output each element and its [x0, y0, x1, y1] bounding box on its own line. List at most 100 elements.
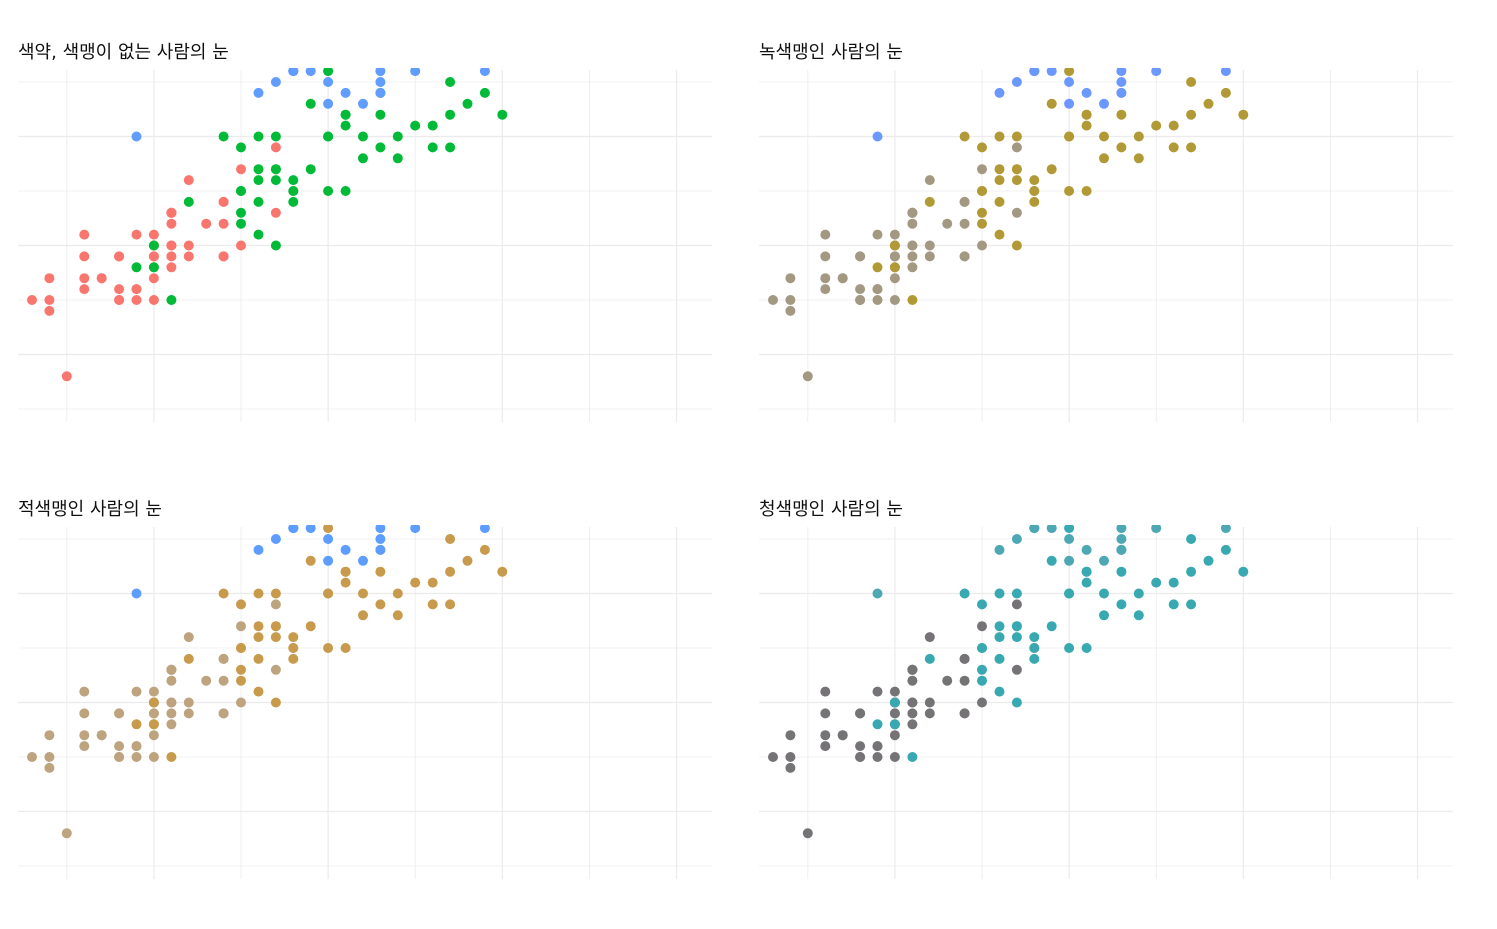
data-point	[977, 697, 987, 708]
data-point	[959, 675, 970, 686]
data-point	[889, 273, 900, 284]
data-point	[392, 610, 403, 621]
data-point	[305, 164, 316, 175]
data-point	[183, 708, 194, 719]
data-point	[1046, 68, 1057, 77]
data-point	[236, 186, 246, 196]
data-point	[148, 273, 159, 284]
data-point	[253, 175, 264, 186]
data-point	[977, 675, 987, 686]
data-point	[889, 752, 900, 762]
data-point	[270, 142, 281, 153]
data-point	[1116, 534, 1127, 544]
data-point	[994, 131, 1005, 142]
data-point	[1011, 77, 1022, 87]
data-point	[907, 295, 918, 305]
data-point	[1238, 109, 1249, 120]
data-point	[236, 599, 246, 610]
data-point	[236, 621, 246, 632]
data-point	[288, 632, 299, 643]
data-point	[340, 544, 351, 555]
data-point	[1168, 577, 1179, 588]
data-point	[994, 87, 1005, 98]
panel-deuteranopia: 녹색맹인 사람의 눈	[759, 38, 1479, 458]
data-point	[375, 77, 386, 87]
data-point	[270, 534, 281, 544]
data-point	[820, 686, 831, 697]
data-point	[872, 229, 883, 240]
data-point	[907, 218, 918, 229]
data-point	[148, 686, 159, 697]
data-point	[1064, 555, 1075, 566]
data-point	[907, 664, 918, 675]
data-point	[148, 229, 159, 240]
data-point	[977, 186, 987, 196]
data-point	[253, 653, 264, 664]
data-point	[907, 697, 918, 708]
data-point	[479, 87, 490, 98]
data-point	[131, 131, 142, 142]
data-point	[358, 98, 368, 109]
data-point	[340, 109, 351, 120]
data-point	[785, 305, 796, 316]
data-point	[236, 664, 246, 675]
data-point	[872, 295, 883, 305]
data-point	[148, 697, 159, 708]
data-point	[1116, 77, 1127, 87]
data-point	[977, 643, 987, 653]
data-point	[1186, 142, 1197, 153]
data-point	[802, 828, 813, 839]
panel-normal-vision: 색약, 색맹이 없는 사람의 눈	[18, 38, 738, 458]
data-point	[392, 153, 403, 164]
data-point	[1046, 164, 1057, 175]
data-point	[44, 273, 55, 284]
data-point	[114, 708, 125, 719]
data-point	[392, 588, 403, 599]
data-point	[977, 218, 987, 229]
data-point	[837, 273, 848, 284]
data-point	[148, 730, 159, 741]
data-point	[1046, 525, 1057, 534]
data-point	[445, 566, 456, 577]
data-point	[375, 599, 386, 610]
data-point	[1099, 555, 1109, 566]
data-point	[253, 87, 264, 98]
data-point	[392, 131, 403, 142]
data-point	[942, 218, 953, 229]
data-point	[785, 730, 796, 741]
data-point	[1186, 534, 1197, 544]
data-point	[270, 131, 281, 142]
data-point	[1186, 109, 1197, 120]
data-point	[270, 207, 281, 218]
data-point	[183, 697, 194, 708]
data-point	[907, 207, 918, 218]
data-point	[288, 196, 299, 207]
data-point	[1186, 77, 1197, 87]
data-point	[148, 719, 159, 730]
data-point	[907, 752, 918, 762]
data-point	[837, 730, 848, 741]
data-point	[1116, 599, 1127, 610]
data-point	[977, 599, 987, 610]
data-point	[1081, 120, 1092, 131]
data-point	[872, 686, 883, 697]
data-point	[924, 653, 935, 664]
data-point	[131, 752, 142, 762]
data-point	[340, 186, 351, 196]
data-point	[1186, 599, 1197, 610]
data-point	[1168, 120, 1179, 131]
data-point	[889, 697, 900, 708]
data-point	[855, 741, 866, 752]
data-point	[1011, 164, 1022, 175]
data-point	[358, 153, 368, 164]
data-point	[253, 588, 264, 599]
data-point	[410, 577, 421, 588]
data-point	[305, 621, 316, 632]
data-point	[1099, 98, 1109, 109]
data-point	[1011, 697, 1022, 708]
data-point	[959, 218, 970, 229]
data-point	[924, 632, 935, 643]
data-point	[1220, 68, 1231, 77]
data-point	[1046, 98, 1057, 109]
data-point	[44, 305, 55, 316]
